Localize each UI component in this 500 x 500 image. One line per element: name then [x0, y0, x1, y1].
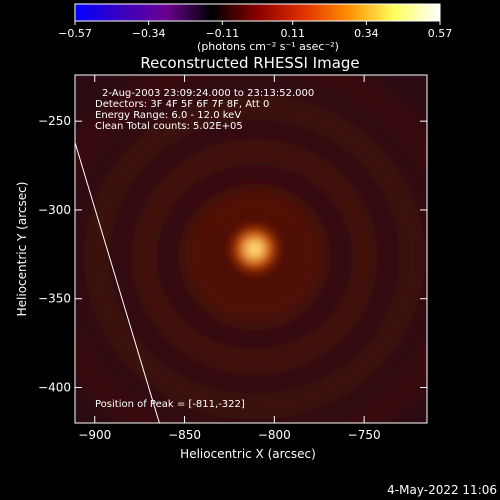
y-axis: −250 −300 −350 −400 [38, 114, 427, 394]
chart-title: Reconstructed RHESSI Image [140, 54, 359, 72]
plot-frame [74, 74, 428, 424]
colorbar-tick-label: 0.34 [354, 27, 379, 40]
annotation-line: 2-Aug-2003 23:09:24.000 to 23:13:52.000 [102, 88, 314, 99]
y-tick-label: −350 [38, 292, 71, 306]
y-tick-label: −300 [38, 203, 71, 217]
timestamp-footer: 4-May-2022 11:06 [387, 483, 497, 497]
x-tick-label: −750 [348, 428, 381, 442]
heatmap-image [75, 75, 427, 423]
colorbar-tick-label: 0.11 [280, 27, 305, 40]
colorbar-tick-label: −0.57 [58, 27, 92, 40]
annotation-block: 2-Aug-2003 23:09:24.000 to 23:13:52.000D… [95, 88, 314, 132]
colorbar-ticks: −0.57 −0.34 −0.11 0.11 0.34 0.57 [58, 21, 452, 40]
sidelobe-ring [131, 139, 378, 375]
colorbar [74, 3, 441, 22]
colorbar-tick-label: −0.34 [132, 27, 166, 40]
x-axis-label: Heliocentric X (arcsec) [180, 447, 316, 461]
x-tick-label: −900 [78, 428, 111, 442]
x-tick-label: −850 [168, 428, 201, 442]
colorbar-units: (photons cm⁻² s⁻¹ asec⁻²) [197, 40, 339, 53]
x-axis: −900 −850 −800 −750 [78, 75, 381, 442]
colorbar-tick-label: −0.11 [205, 27, 239, 40]
x-tick-label: −800 [258, 428, 291, 442]
colorbar-tick-label: 0.57 [428, 27, 453, 40]
source-peak [226, 221, 283, 277]
annotation-line: Energy Range: 6.0 - 12.0 keV [95, 110, 241, 121]
sidelobe-ring [84, 94, 426, 420]
y-tick-label: −400 [38, 380, 71, 394]
y-axis-label: Heliocentric Y (arcsec) [15, 182, 29, 317]
y-tick-label: −250 [38, 114, 71, 128]
annotation-line: Clean Total counts: 5.02E+05 [95, 121, 243, 132]
peak-position-label: Position of Peak = [-811,-322] [95, 399, 245, 410]
solar-limb-line [75, 142, 160, 423]
annotation-line: Detectors: 3F 4F 5F 6F 7F 8F, Att 0 [95, 99, 269, 110]
